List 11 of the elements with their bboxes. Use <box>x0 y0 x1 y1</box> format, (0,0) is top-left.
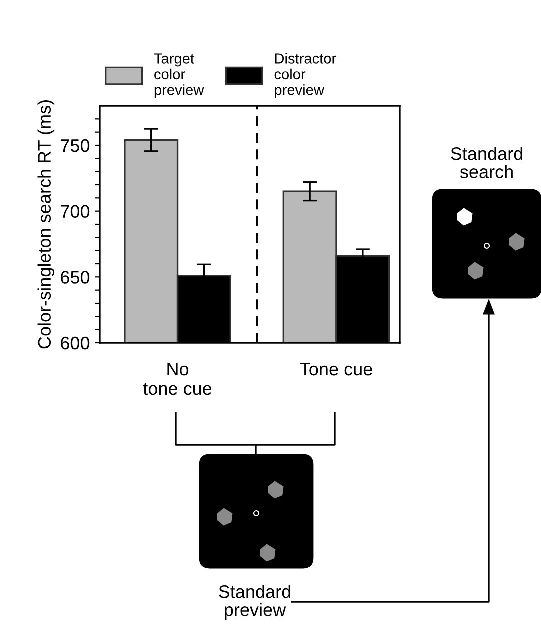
y-axis-title: Color-singleton search RT (ms) <box>38 100 55 349</box>
x-tick-label: No tone cue <box>143 363 212 396</box>
y-tick-label: 750 <box>61 139 90 152</box>
y-tick-label: 700 <box>61 205 90 218</box>
y-tick-label: 650 <box>61 271 90 284</box>
text: Standard search <box>451 147 522 178</box>
x-tick-label: Tone cue <box>300 363 372 376</box>
legend-label: Distractor color preview <box>274 53 336 98</box>
y-tick-label: 600 <box>61 336 90 350</box>
text: Standard preview <box>219 585 290 620</box>
legend-label: Target color preview <box>154 54 204 98</box>
